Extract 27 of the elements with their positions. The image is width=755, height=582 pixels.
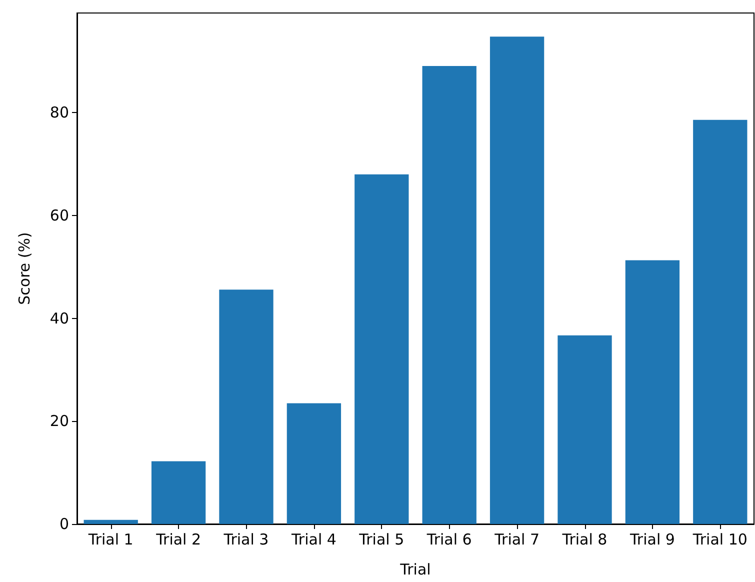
bar	[84, 520, 138, 524]
bar	[490, 36, 544, 524]
y-tick-label: 0	[59, 515, 69, 533]
x-tick-label: Trial 4	[290, 530, 336, 548]
x-tick-label: Trial 8	[561, 530, 608, 548]
y-tick-label: 60	[50, 206, 69, 225]
y-tick-label: 80	[50, 104, 69, 122]
y-axis-title: Score (%)	[16, 232, 34, 305]
x-tick-label: Trial 5	[358, 530, 404, 548]
x-tick-label: Trial 9	[628, 530, 675, 548]
x-tick-label: Trial 7	[494, 530, 540, 548]
x-tick-label: Trial 2	[155, 530, 202, 548]
y-tick-label: 40	[50, 309, 69, 328]
y-tick-label: 20	[50, 412, 69, 430]
x-tick-label: Trial 1	[87, 530, 134, 548]
bar	[219, 290, 274, 524]
bar	[151, 461, 206, 524]
bar	[625, 260, 680, 524]
x-tick-label: Trial 10	[692, 530, 748, 548]
bar	[693, 120, 748, 524]
bar	[422, 66, 476, 524]
bar	[558, 335, 612, 524]
x-axis-title: Trial	[399, 560, 431, 578]
x-tick-label: Trial 3	[222, 530, 269, 548]
bar	[354, 174, 409, 524]
bar	[286, 403, 342, 524]
x-tick-label: Trial 6	[426, 530, 472, 548]
